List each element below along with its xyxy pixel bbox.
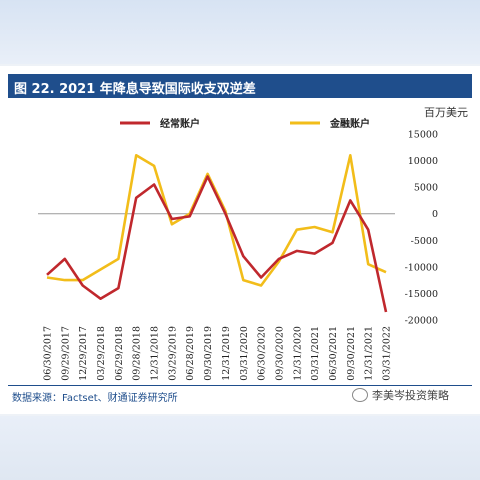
x-tick-label: 12/31/2018: [150, 326, 161, 381]
data-source-note: 数据来源：Factset、财通证券研究所: [12, 393, 178, 404]
watermark: 李美岑投资策略: [352, 387, 449, 403]
y-axis-unit-label: 百万美元: [424, 106, 468, 119]
x-axis-ticks: 06/30/2017 09/29/2017 12/29/2017 03/29/2018…: [43, 326, 393, 381]
y-tick-label: 5000: [414, 183, 438, 194]
series-line-financial-account: [46, 153, 387, 287]
x-tick-label: 06/28/2019: [185, 326, 196, 381]
x-tick-label: 06/30/2017: [43, 326, 54, 381]
y-tick-label: 0: [432, 209, 438, 220]
wechat-icon: [352, 388, 368, 402]
x-tick-label: 03/29/2018: [96, 326, 107, 381]
legend-label-current-account: 经常账户: [160, 117, 200, 130]
x-tick-label: 06/30/2021: [328, 326, 339, 381]
figure-title-bar: [8, 74, 472, 98]
x-tick-label: 03/29/2019: [167, 326, 178, 381]
y-tick-label: 10000: [408, 156, 438, 167]
figure-card: [0, 66, 480, 414]
watermark-text: 李美岑投资策略: [372, 389, 449, 402]
y-axis-ticks: 15000 10000 5000 0 -5000 -10000 -15000 -20000: [405, 130, 438, 327]
x-tick-label: 03/31/2022: [382, 326, 393, 381]
x-tick-label: 12/29/2017: [78, 326, 89, 381]
x-tick-label: 03/31/2021: [310, 326, 321, 381]
y-tick-label: -10000: [405, 262, 438, 273]
x-tick-label: 09/30/2020: [274, 326, 285, 381]
x-tick-label: 09/30/2021: [346, 326, 357, 381]
x-tick-label: 09/28/2018: [132, 326, 143, 381]
series-lines: [46, 153, 388, 313]
x-tick-label: 12/31/2020: [292, 326, 303, 381]
y-tick-label: -15000: [405, 289, 438, 300]
background-top-band: [0, 0, 480, 64]
legend-label-financial-account: 金融账户: [329, 117, 370, 130]
x-tick-label: 09/30/2019: [203, 326, 214, 381]
x-tick-label: 03/31/2020: [239, 326, 250, 381]
background-bottom-band: [0, 416, 480, 480]
line-chart: 百万美元 经常账户 金融账户 15000 10000 5000 0 -5000 -1000…: [38, 106, 468, 381]
x-tick-label: 09/29/2017: [60, 326, 71, 381]
chart-legend: 经常账户 金融账户: [120, 117, 370, 130]
source-divider: [8, 385, 472, 386]
x-tick-label: 06/29/2018: [114, 326, 125, 381]
y-tick-label: -20000: [405, 316, 438, 327]
x-tick-label: 12/31/2021: [364, 326, 375, 381]
y-tick-label: 15000: [408, 130, 438, 141]
y-tick-label: -5000: [411, 236, 438, 247]
x-tick-label: 12/31/2019: [221, 326, 232, 381]
figure-title: 图 22. 2021 年降息导致国际收支双逆差: [14, 82, 256, 97]
x-tick-label: 06/30/2020: [257, 326, 268, 381]
series-line-current-account: [46, 175, 388, 313]
